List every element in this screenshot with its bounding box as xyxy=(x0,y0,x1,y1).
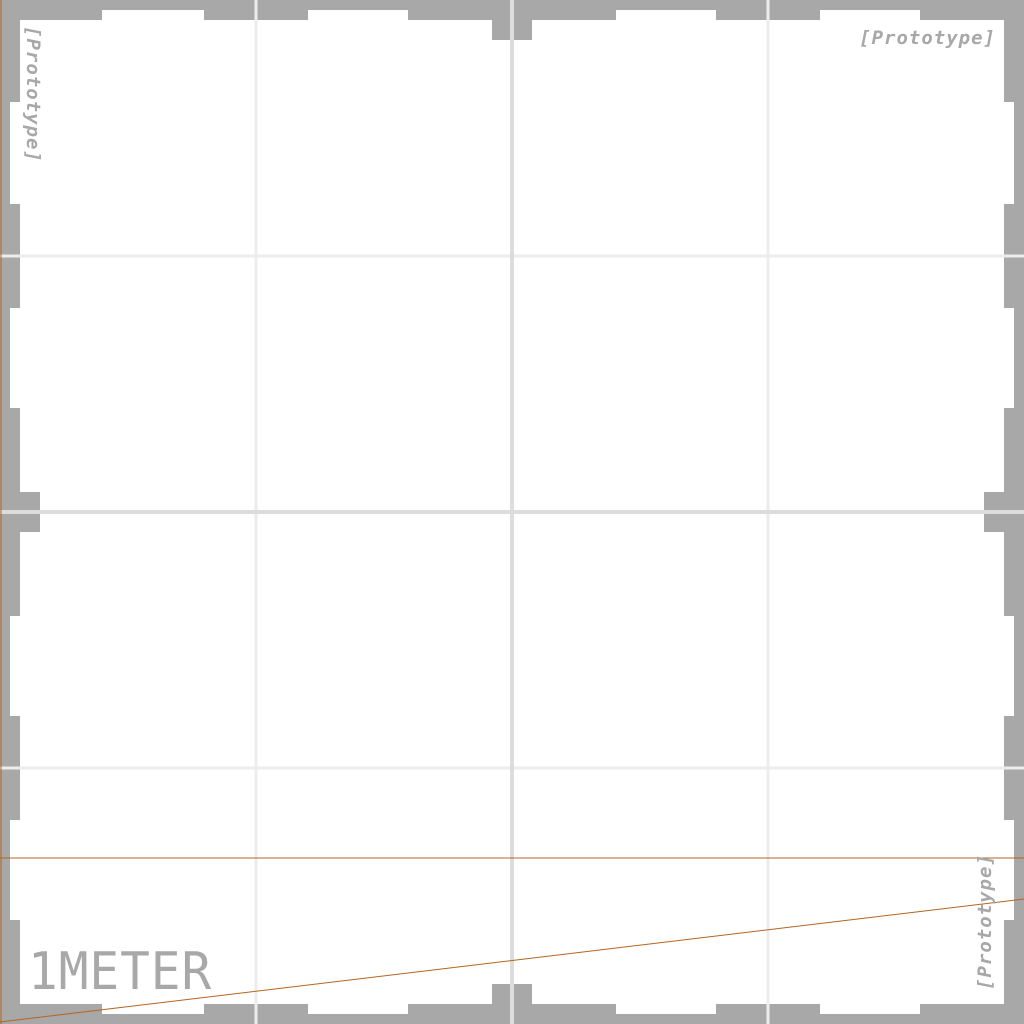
frame-notch xyxy=(1004,532,1014,616)
prototype-watermark-top-left: [Prototype] xyxy=(22,26,44,163)
scale-label: 1METER xyxy=(28,942,213,1002)
frame-notch xyxy=(10,920,20,1024)
frame-notch xyxy=(920,1004,1024,1014)
frame-notch xyxy=(10,408,20,492)
frame-notch xyxy=(408,10,492,20)
frame-notch xyxy=(532,10,616,20)
frame-notch xyxy=(0,10,102,20)
frame-notch xyxy=(920,10,1024,20)
frame-notch xyxy=(10,532,20,616)
frame-notch xyxy=(1004,408,1014,492)
prototype-watermark-bottom-right: [Prototype] xyxy=(974,853,996,990)
guide-line-diagonal xyxy=(0,898,1024,1023)
prototype-watermark-top-right: [Prototype] xyxy=(859,27,996,49)
frame-notch xyxy=(532,1004,616,1014)
frame-notch xyxy=(1004,920,1014,1024)
frame-notch xyxy=(10,0,20,102)
frame-notch xyxy=(1004,0,1014,102)
frame-notch xyxy=(0,1004,102,1014)
frame-notch xyxy=(408,1004,492,1014)
